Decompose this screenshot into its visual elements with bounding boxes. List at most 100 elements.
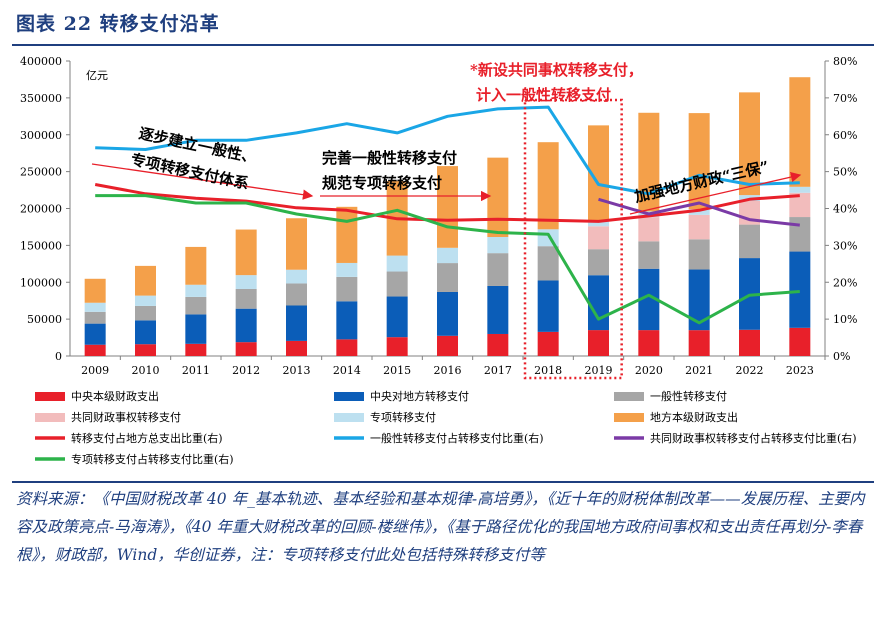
figure-title: 图表 22 转移支付沿革: [16, 13, 220, 35]
legend-swatch: [35, 413, 65, 422]
x-tick-label: 2016: [434, 364, 462, 377]
unit-label: 亿元: [86, 69, 108, 82]
bar-segment-3: [789, 192, 811, 218]
bar-segment-0: [739, 329, 760, 356]
legend-swatch: [614, 392, 644, 401]
bar-segment-2: [688, 239, 710, 270]
bar-segment-0: [688, 330, 710, 356]
bar-segment-2: [386, 271, 408, 297]
bar-segment-2: [286, 283, 307, 306]
bar-segment-1: [588, 275, 609, 331]
bar-segment-5: [789, 77, 811, 187]
bar-segment-5: [84, 278, 106, 303]
bar-segment-1: [235, 308, 257, 343]
left-tick-label: 0: [55, 350, 62, 363]
bar-segment-0: [638, 330, 660, 356]
bar-segment-2: [84, 311, 106, 324]
x-tick-label: 2013: [283, 364, 311, 377]
chart-axes: 0 50000 100000 150000 200000 250000 300000 3500…: [20, 55, 857, 377]
bar-segment-1: [336, 301, 358, 340]
left-tick-label: 300000: [20, 129, 62, 142]
bar-segment-5: [588, 125, 609, 221]
bar-segment-4: [286, 269, 307, 284]
legend-swatch: [614, 413, 644, 422]
x-tick-label: 2014: [333, 364, 361, 377]
bar-segment-2: [739, 224, 760, 259]
bar-segment-5: [537, 142, 559, 230]
line-series-3: [95, 194, 800, 325]
annotation-note2-line1: 完善一般性转移支付: [322, 149, 457, 167]
highlight-box: [523, 98, 623, 380]
legend-swatch: [334, 413, 364, 422]
line-series-0: [94, 183, 800, 223]
annotation-note3-line2: 计入一般性转移支付: [476, 86, 611, 104]
bar-segment-2: [235, 288, 257, 309]
bar-segment-4: [336, 262, 358, 277]
bar-segment-0: [487, 333, 509, 356]
x-tick-label: 2010: [132, 364, 160, 377]
bar-segment-2: [638, 241, 660, 269]
right-tick-label: 30%: [833, 239, 857, 252]
left-tick-label: 50000: [27, 313, 62, 326]
bar-segment-4: [386, 255, 408, 272]
legend-swatch: [334, 392, 364, 401]
bar-segment-2: [537, 246, 559, 281]
bar-segment-1: [135, 320, 156, 345]
bar-segment-5: [688, 113, 710, 210]
x-tick-label: 2009: [81, 364, 109, 377]
bar-segment-4: [235, 275, 257, 289]
source-note: 资料来源：《中国财税改革 40 年_基本轨迹、基本经验和基本规律-高培勇》，《近…: [16, 490, 865, 564]
bar-segment-4: [84, 302, 106, 312]
bar-segment-0: [135, 344, 156, 356]
bar-segment-1: [84, 323, 106, 345]
bar-segment-0: [588, 330, 609, 356]
bar-segment-4: [437, 247, 458, 264]
trend-arrow-1: [91, 163, 314, 200]
ratio-lines: [94, 105, 800, 325]
legend-label: 专项转移支付: [370, 410, 436, 424]
right-tick-label: 40%: [833, 203, 857, 216]
bar-segment-5: [235, 229, 257, 276]
bar-segment-5: [739, 92, 760, 196]
legend-label: 一般性转移支付: [650, 389, 727, 403]
source-rule: [12, 481, 874, 483]
bar-segment-0: [185, 343, 207, 356]
left-tick-label: 100000: [20, 276, 62, 289]
right-tick-label: 0%: [833, 350, 850, 363]
bar-segment-4: [688, 209, 710, 215]
bar-segment-4: [487, 236, 509, 254]
x-tick-label: 2017: [484, 364, 512, 377]
bar-segment-0: [437, 335, 458, 356]
bar-segment-0: [286, 340, 307, 356]
line-series-2: [598, 197, 800, 227]
legend-label: 共同财政事权转移支付占转移支付比重(右): [650, 431, 857, 445]
transfer-payment-chart: 0 50000 100000 150000 200000 250000 300000 3500…: [20, 55, 857, 466]
bar-segment-1: [789, 251, 811, 328]
right-tick-label: 60%: [833, 129, 857, 142]
x-tick-label: 2021: [685, 364, 713, 377]
annotation-note3-line1: *新设共同事权转移支付，: [470, 61, 643, 79]
x-tick-label: 2012: [232, 364, 260, 377]
bar-segment-5: [185, 246, 207, 285]
bar-segment-0: [235, 342, 257, 356]
right-tick-label: 50%: [833, 166, 857, 179]
bar-segment-4: [537, 229, 559, 247]
bar-segment-0: [789, 327, 811, 356]
right-tick-label: 20%: [833, 276, 857, 289]
trend-arrow-3: [629, 171, 802, 215]
bar-segment-5: [135, 265, 156, 296]
bar-segment-2: [789, 217, 811, 252]
bar-segment-5: [487, 157, 509, 237]
legend-label: 共同财政事权转移支付: [71, 410, 181, 424]
line-series-1: [95, 105, 800, 196]
x-tick-label: 2015: [383, 364, 411, 377]
legend-label: 地方本级财政支出: [650, 410, 738, 424]
bar-segment-1: [638, 268, 660, 331]
bar-segment-1: [537, 280, 559, 332]
bar-segment-0: [386, 337, 408, 356]
bar-segment-4: [588, 220, 609, 227]
left-tick-label: 200000: [20, 203, 62, 216]
bar-segment-5: [286, 218, 307, 270]
bar-segment-1: [688, 269, 710, 331]
